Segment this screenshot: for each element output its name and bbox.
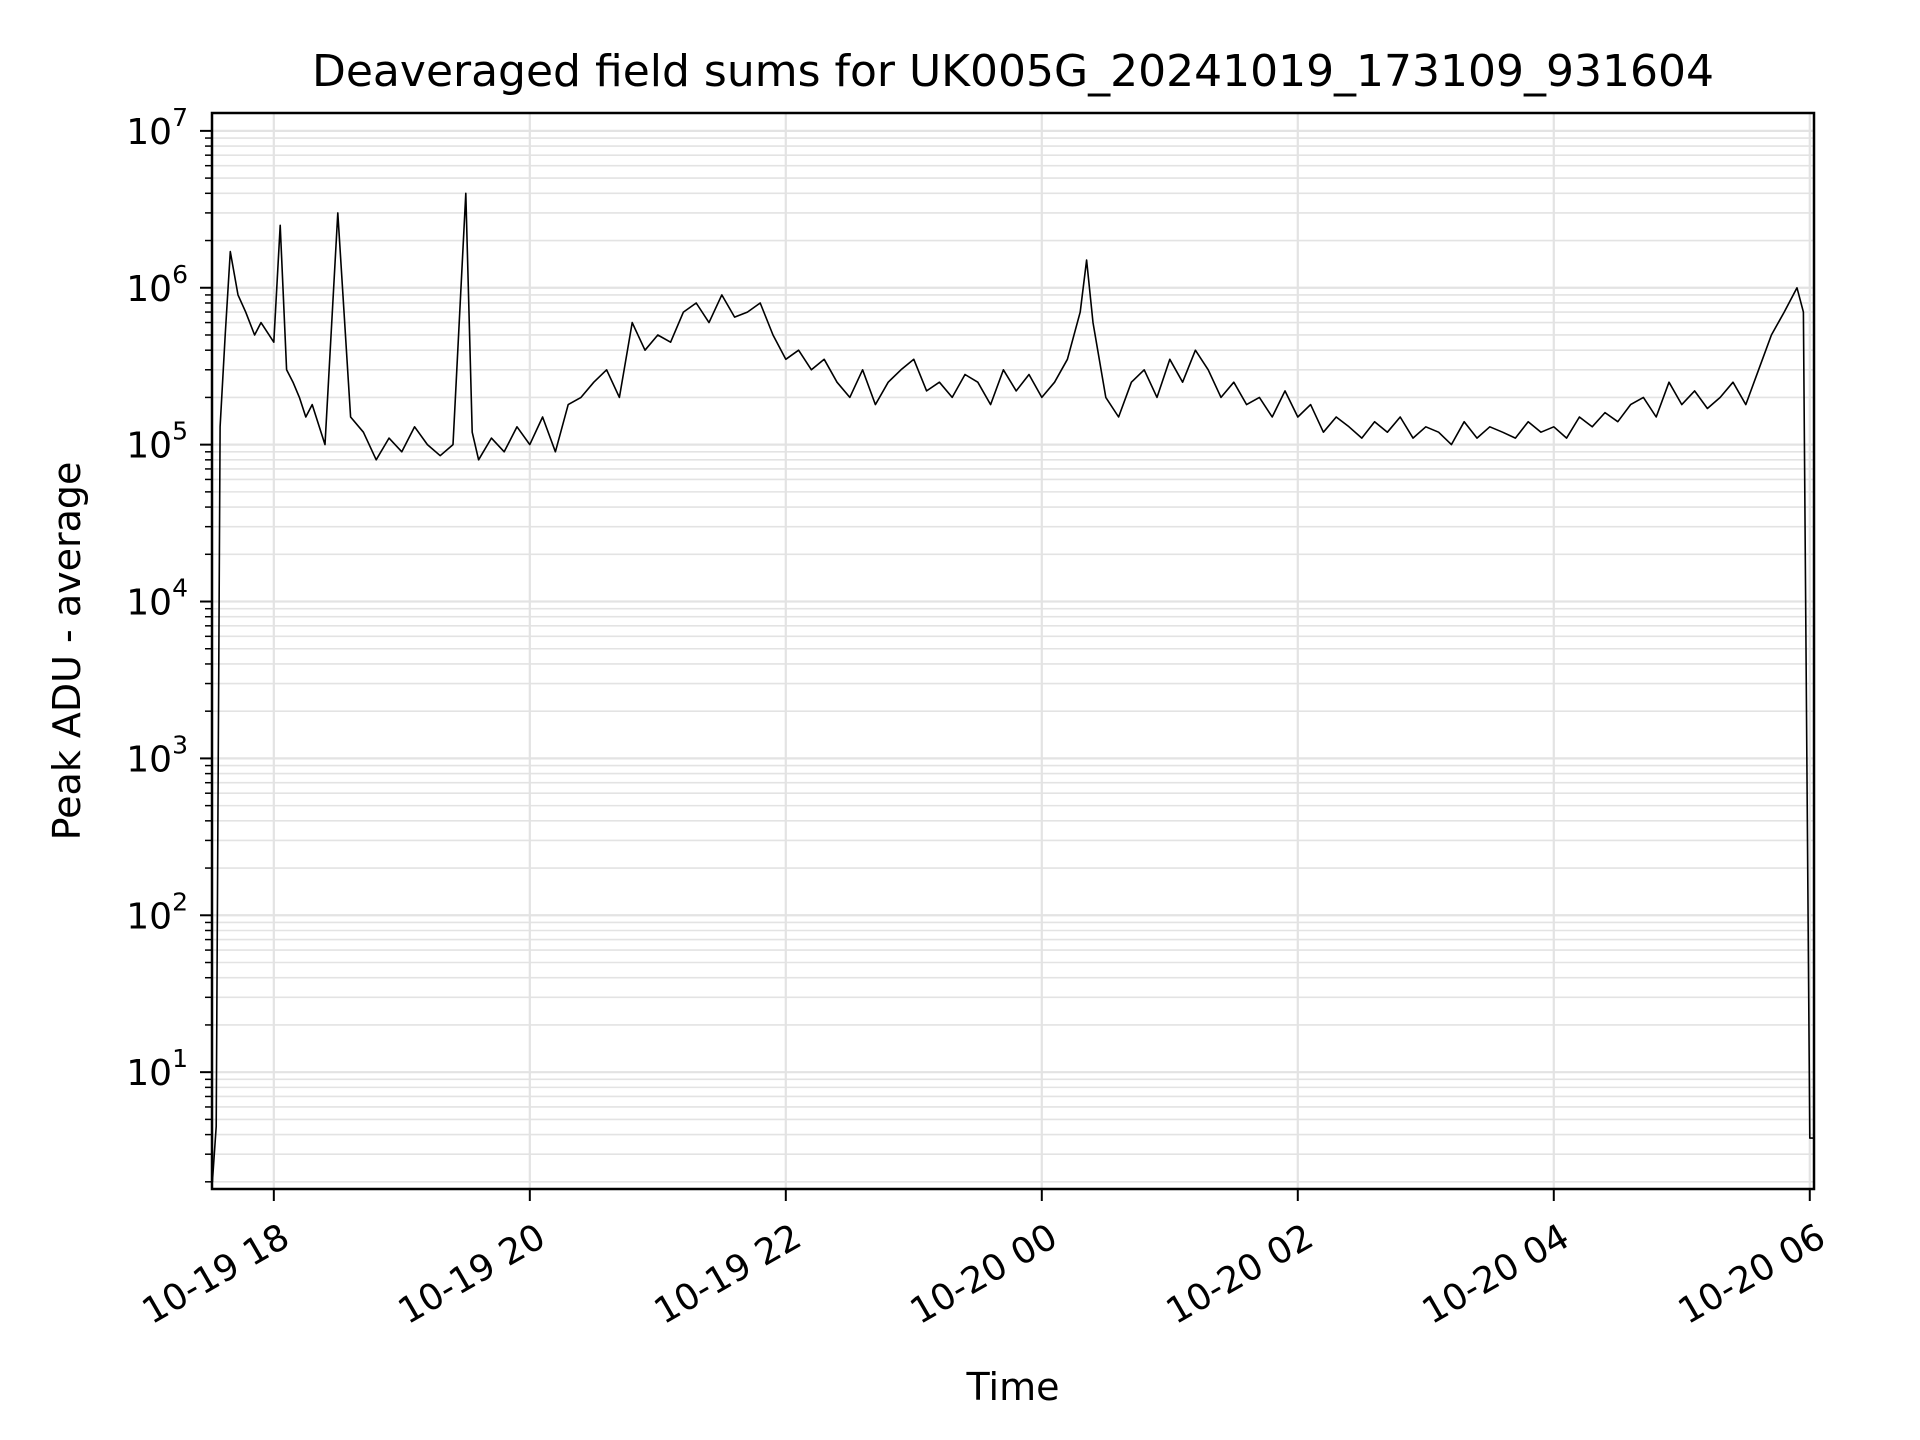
grid-layer [212,113,1814,1189]
chart-title: Deaveraged field sums for UK005G_2024101… [312,46,1714,97]
y-tick-label: 104 [126,574,188,624]
series-line [211,192,1815,1182]
y-tick-label: 102 [126,887,188,937]
y-tick-label: 103 [126,730,188,780]
plot-frame [210,111,1816,1191]
y-tick-label: 106 [126,260,188,310]
y-tick-label: 101 [126,1044,188,1094]
y-tick-label: 107 [126,103,188,153]
line-layer [211,192,1815,1182]
x-axis-label: Time [966,1365,1060,1409]
y-tick-label: 105 [126,417,188,467]
y-axis-label: Peak ADU - average [45,462,89,841]
